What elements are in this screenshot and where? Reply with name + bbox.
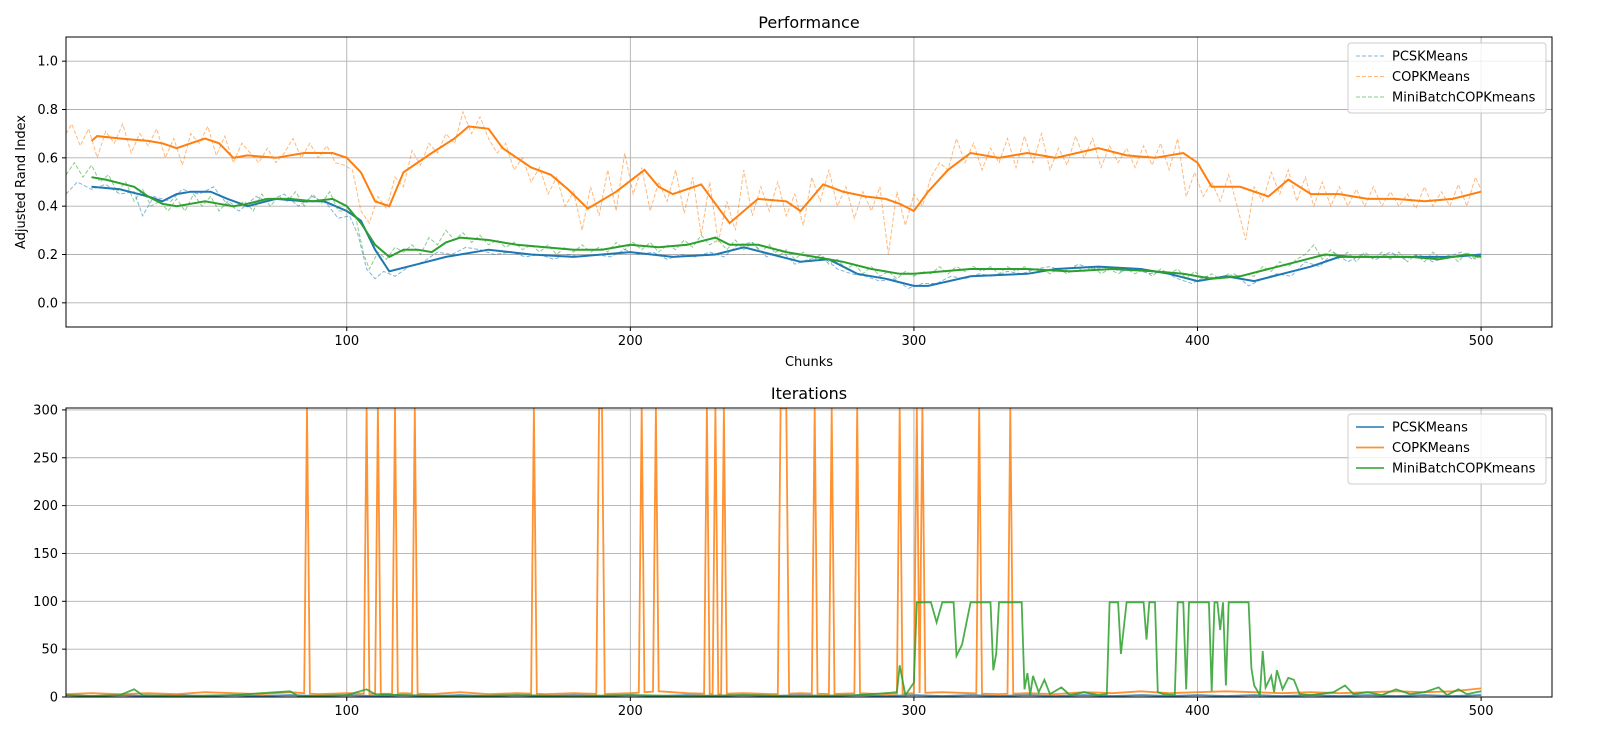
performance-ytick-label: 0.0 [37, 296, 58, 311]
iterations-ytick-label: 50 [41, 643, 58, 658]
iterations-ytick-label: 0 [50, 691, 58, 706]
performance-series-copkmeans-smoothed-line [90, 125, 1482, 225]
iterations-ytick-label: 100 [33, 595, 58, 610]
iterations-xtick-label: 100 [334, 704, 359, 719]
performance-plot-area [66, 37, 1552, 327]
performance-series-pcskmeans-smoothed-line [91, 185, 1482, 287]
performance-xtick-label: 400 [1185, 334, 1210, 349]
performance-legend-box [1347, 42, 1547, 114]
iterations-series-copkmeans-line [66, 408, 1482, 696]
iterations-chart: 100 200 300 400 500 0 50 100 150 200 250 300 Iterati… [33, 384, 1553, 719]
performance-ytick-label: 0.4 [37, 200, 58, 215]
iterations-series-group [66, 408, 1482, 697]
performance-legend-label-minibatchcopkmeans: MiniBatchCOPKmeans [1392, 91, 1536, 106]
iterations-legend-label-minibatchcopkmeans: MiniBatchCOPKmeans [1392, 462, 1536, 477]
iterations-xtick-label: 200 [618, 704, 643, 719]
iterations-xtick-label: 400 [1185, 704, 1210, 719]
iterations-legend-box [1347, 413, 1547, 485]
performance-x-axis-label: Chunks [785, 355, 833, 370]
performance-legend: PCSKMeans COPKMeans MiniBatchCOPKmeans [1347, 42, 1547, 114]
iterations-xtick-label: 300 [902, 704, 927, 719]
performance-y-axis-label: Adjusted Rand Index [14, 115, 29, 249]
iterations-legend-label-pcskmeans: PCSKMeans [1392, 421, 1468, 436]
performance-ytick-label: 0.8 [37, 103, 58, 118]
iterations-axes-frame [65, 407, 1553, 698]
performance-series-group [66, 110, 1482, 289]
performance-ytick-label: 1.0 [37, 55, 58, 70]
iterations-ytick-label: 250 [33, 451, 58, 466]
performance-chart: 100 200 300 400 500 0.0 0.2 0.4 0.6 0.8 1.0 Perform… [14, 13, 1553, 370]
iterations-title: Iterations [771, 384, 847, 403]
performance-xtick-label: 300 [902, 334, 927, 349]
performance-series-minibatchcopkmeans-smoothed-line [91, 176, 1482, 280]
iterations-ytick-label: 300 [33, 403, 58, 418]
performance-ytick-label: 0.2 [37, 248, 58, 263]
performance-axes-frame [65, 36, 1553, 328]
performance-legend-label-pcskmeans: PCSKMeans [1392, 50, 1468, 65]
performance-legend-label-copkmeans: COPKMeans [1392, 70, 1470, 85]
performance-xtick-label: 200 [618, 334, 643, 349]
iterations-plot-area [66, 408, 1552, 697]
performance-xtick-label: 100 [334, 334, 359, 349]
performance-xtick-label: 500 [1469, 334, 1494, 349]
iterations-series-minibatchcopkmeans-line [66, 601, 1482, 697]
iterations-ytick-label: 200 [33, 499, 58, 514]
performance-ytick-label: 0.6 [37, 151, 58, 166]
iterations-legend-label-copkmeans: COPKMeans [1392, 441, 1470, 456]
iterations-legend: PCSKMeans COPKMeans MiniBatchCOPKmeans [1347, 413, 1547, 485]
iterations-xtick-label: 500 [1469, 704, 1494, 719]
iterations-ytick-label: 150 [33, 547, 58, 562]
performance-title: Performance [758, 13, 859, 32]
